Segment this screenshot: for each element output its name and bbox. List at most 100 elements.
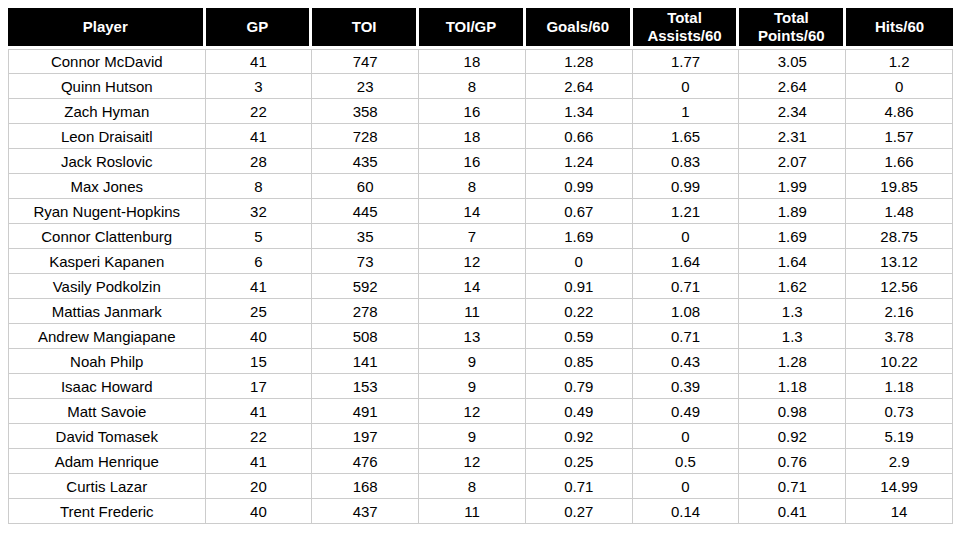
stat-cell-total-assists-60: 0 (633, 74, 740, 99)
stat-cell-hits-60: 10.22 (846, 349, 953, 374)
table-row: Kasperi Kapanen6731201.641.6413.12 (8, 249, 953, 274)
stat-cell-total-points-60: 0.98 (739, 399, 846, 424)
player-name-cell: Kasperi Kapanen (8, 249, 206, 274)
stat-cell-hits-60: 4.86 (846, 99, 953, 124)
table-body: Connor McDavid41747181.281.773.051.2Quin… (8, 49, 953, 524)
stat-cell-goals-60: 0.79 (526, 374, 633, 399)
column-header-toi-gp: TOI/GP (419, 8, 526, 49)
player-name-cell: David Tomasek (8, 424, 206, 449)
stat-cell-toi-gp: 9 (419, 374, 526, 399)
stat-cell-toi: 437 (312, 499, 419, 524)
stat-cell-total-points-60: 1.3 (739, 324, 846, 349)
stat-cell-gp: 22 (206, 99, 313, 124)
column-header-total-points-60: Total Points/60 (739, 8, 846, 49)
player-name-cell: Mattias Janmark (8, 299, 206, 324)
stat-cell-goals-60: 0.67 (526, 199, 633, 224)
stat-cell-toi-gp: 18 (419, 124, 526, 149)
stat-cell-total-points-60: 0.76 (739, 449, 846, 474)
stat-cell-goals-60: 0.59 (526, 324, 633, 349)
stat-cell-hits-60: 12.56 (846, 274, 953, 299)
stat-cell-gp: 6 (206, 249, 313, 274)
player-stats-table: PlayerGPTOITOI/GPGoals/60Total Assists/6… (8, 8, 953, 524)
stat-cell-total-assists-60: 0 (633, 474, 740, 499)
stat-cell-toi: 435 (312, 149, 419, 174)
stat-cell-goals-60: 0.91 (526, 274, 633, 299)
stat-cell-gp: 5 (206, 224, 313, 249)
stat-cell-total-assists-60: 0 (633, 424, 740, 449)
stat-cell-gp: 40 (206, 324, 313, 349)
stat-cell-gp: 41 (206, 124, 313, 149)
stat-cell-hits-60: 1.48 (846, 199, 953, 224)
stat-cell-total-assists-60: 0 (633, 224, 740, 249)
table-header: PlayerGPTOITOI/GPGoals/60Total Assists/6… (8, 8, 953, 49)
stat-cell-goals-60: 0.66 (526, 124, 633, 149)
stat-cell-toi: 197 (312, 424, 419, 449)
stat-cell-total-points-60: 0.92 (739, 424, 846, 449)
stat-cell-gp: 41 (206, 49, 313, 74)
player-name-cell: Noah Philp (8, 349, 206, 374)
stat-cell-gp: 28 (206, 149, 313, 174)
stat-cell-gp: 17 (206, 374, 313, 399)
stat-cell-total-assists-60: 0.71 (633, 324, 740, 349)
stat-cell-toi: 728 (312, 124, 419, 149)
player-name-cell: Zach Hyman (8, 99, 206, 124)
stat-cell-goals-60: 1.24 (526, 149, 633, 174)
stat-cell-toi-gp: 16 (419, 99, 526, 124)
stat-cell-toi-gp: 11 (419, 299, 526, 324)
stat-cell-hits-60: 13.12 (846, 249, 953, 274)
player-name-cell: Matt Savoie (8, 399, 206, 424)
stat-cell-gp: 41 (206, 399, 313, 424)
stat-cell-toi-gp: 14 (419, 199, 526, 224)
table-row: Max Jones86080.990.991.9919.85 (8, 174, 953, 199)
page: PlayerGPTOITOI/GPGoals/60Total Assists/6… (0, 0, 960, 553)
stat-cell-total-assists-60: 1 (633, 99, 740, 124)
stat-cell-toi-gp: 8 (419, 474, 526, 499)
stat-cell-toi-gp: 12 (419, 449, 526, 474)
stat-cell-toi-gp: 16 (419, 149, 526, 174)
stat-cell-total-points-60: 1.99 (739, 174, 846, 199)
stat-cell-toi: 60 (312, 174, 419, 199)
stat-cell-toi-gp: 12 (419, 249, 526, 274)
stat-cell-toi-gp: 9 (419, 424, 526, 449)
stat-cell-toi: 445 (312, 199, 419, 224)
stat-cell-hits-60: 1.2 (846, 49, 953, 74)
stat-cell-goals-60: 0.71 (526, 474, 633, 499)
table-row: Vasily Podkolzin41592140.910.711.6212.56 (8, 274, 953, 299)
stat-cell-gp: 22 (206, 424, 313, 449)
stat-cell-toi: 508 (312, 324, 419, 349)
stat-cell-total-assists-60: 0.39 (633, 374, 740, 399)
column-header-total-assists-60: Total Assists/60 (633, 8, 740, 49)
stat-cell-total-assists-60: 1.77 (633, 49, 740, 74)
player-name-cell: Ryan Nugent-Hopkins (8, 199, 206, 224)
stat-cell-total-points-60: 0.41 (739, 499, 846, 524)
stat-cell-total-points-60: 1.18 (739, 374, 846, 399)
column-header-toi: TOI (312, 8, 419, 49)
stat-cell-goals-60: 2.64 (526, 74, 633, 99)
stat-cell-hits-60: 14.99 (846, 474, 953, 499)
player-name-cell: Curtis Lazar (8, 474, 206, 499)
stat-cell-total-assists-60: 1.08 (633, 299, 740, 324)
stat-cell-hits-60: 1.18 (846, 374, 953, 399)
stat-cell-goals-60: 1.28 (526, 49, 633, 74)
table-row: Ryan Nugent-Hopkins32445140.671.211.891.… (8, 199, 953, 224)
stat-cell-goals-60: 1.34 (526, 99, 633, 124)
stat-cell-hits-60: 14 (846, 499, 953, 524)
player-name-cell: Connor Clattenburg (8, 224, 206, 249)
stat-cell-total-points-60: 1.69 (739, 224, 846, 249)
stat-cell-toi: 747 (312, 49, 419, 74)
stat-cell-gp: 8 (206, 174, 313, 199)
stat-cell-toi-gp: 12 (419, 399, 526, 424)
table-row: David Tomasek2219790.9200.925.19 (8, 424, 953, 449)
stat-cell-total-assists-60: 0.14 (633, 499, 740, 524)
player-name-cell: Isaac Howard (8, 374, 206, 399)
player-name-cell: Leon Draisaitl (8, 124, 206, 149)
stat-cell-gp: 20 (206, 474, 313, 499)
stat-cell-total-points-60: 2.07 (739, 149, 846, 174)
stat-cell-goals-60: 1.69 (526, 224, 633, 249)
column-header-gp: GP (206, 8, 313, 49)
table-row: Connor Clattenburg53571.6901.6928.75 (8, 224, 953, 249)
stat-cell-hits-60: 28.75 (846, 224, 953, 249)
stat-cell-hits-60: 0.73 (846, 399, 953, 424)
stat-cell-hits-60: 5.19 (846, 424, 953, 449)
stat-cell-total-points-60: 2.31 (739, 124, 846, 149)
